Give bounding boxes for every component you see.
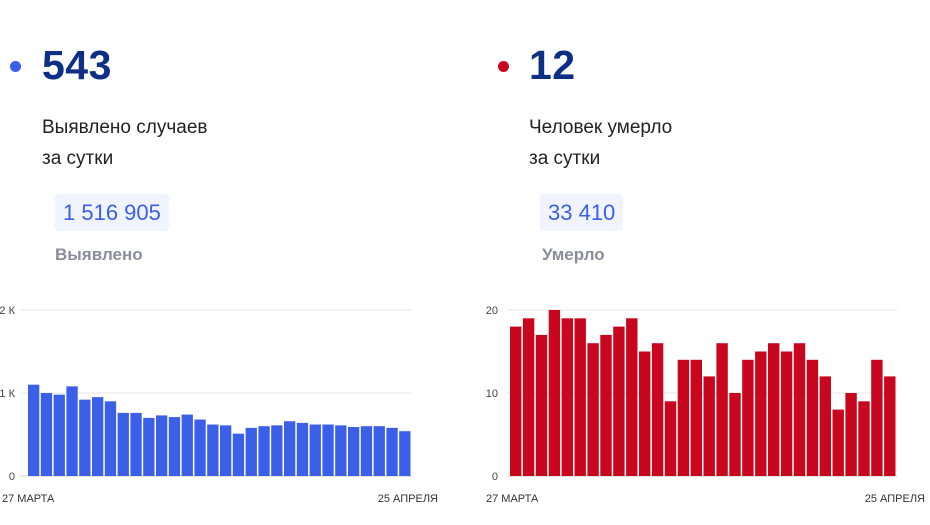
cases-bar: [28, 384, 40, 476]
cases-bar: [386, 427, 398, 476]
cases-y-tick-label: 0: [9, 471, 15, 483]
cases-bar: [284, 421, 296, 476]
deaths-bar: [574, 318, 586, 476]
cases-bar: [130, 412, 142, 476]
deaths-bar: [780, 351, 793, 476]
cases-bar: [373, 426, 385, 476]
deaths-bar: [806, 359, 819, 476]
deaths-bar: [510, 326, 522, 476]
cases-panel: 543 Выявлено случаев за сутки 1 516 905 …: [0, 42, 438, 505]
deaths-bar: [677, 359, 690, 476]
deaths-bar: [626, 318, 638, 476]
deaths-bar: [651, 343, 664, 476]
cases-bar: [143, 417, 155, 476]
deaths-bar-chart: 0 10 20 27 МАРТА 25 АПРЕЛЯ: [486, 305, 925, 505]
deaths-count: 12: [529, 42, 576, 88]
cases-bar: [245, 427, 257, 476]
cases-total-badge: 1 516 905: [55, 194, 169, 231]
deaths-bar: [690, 359, 702, 476]
cases-bar: [92, 397, 104, 476]
deaths-y-tick-label: 0: [492, 471, 498, 483]
cases-bar: [335, 425, 347, 476]
cases-bar: [360, 426, 373, 476]
cases-bar: [232, 433, 245, 476]
cases-bar-chart: 0 1 К 2 К 27 МАРТА 25 АПРЕЛЯ: [0, 305, 438, 505]
cases-bar: [399, 431, 411, 476]
deaths-bar: [716, 343, 728, 476]
deaths-bar: [587, 343, 599, 476]
cases-bar: [348, 427, 360, 476]
cases-bar: [156, 415, 168, 476]
cases-bar: [181, 414, 193, 476]
cases-x-end-label: 25 АПРЕЛЯ: [378, 493, 438, 505]
deaths-dot-icon: [498, 61, 509, 72]
cases-bar: [53, 394, 65, 476]
cases-bar: [79, 399, 91, 476]
deaths-bar: [832, 409, 844, 476]
deaths-bar: [561, 318, 573, 476]
deaths-bar: [535, 334, 548, 476]
deaths-bar: [793, 343, 806, 476]
cases-dot-icon: [10, 61, 21, 72]
deaths-bar: [613, 326, 625, 476]
cases-bar: [117, 412, 129, 476]
deaths-bar: [755, 351, 767, 476]
cases-bar: [220, 425, 232, 476]
deaths-bar: [845, 393, 857, 476]
cases-bar: [296, 422, 309, 476]
deaths-bar: [703, 376, 715, 476]
deaths-bar: [858, 401, 870, 476]
cases-bar: [271, 425, 283, 476]
cases-description-line2: за сутки: [42, 148, 114, 169]
deaths-bar: [548, 310, 561, 476]
deaths-bar: [742, 359, 754, 476]
deaths-bar: [639, 351, 651, 476]
deaths-y-tick-label: 10: [486, 388, 498, 400]
deaths-bar: [768, 343, 780, 476]
cases-description: Выявлено случаев за сутки: [42, 112, 207, 174]
deaths-bar: [871, 359, 883, 476]
deaths-description-line2: за сутки: [529, 148, 601, 169]
cases-x-start-label: 27 МАРТА: [2, 493, 55, 505]
deaths-y-tick-label: 20: [486, 305, 498, 317]
deaths-bar: [600, 334, 612, 476]
deaths-bar: [522, 318, 535, 476]
cases-total-caption: Выявлено: [55, 245, 143, 264]
cases-bar: [322, 424, 334, 476]
cases-bar: [40, 393, 53, 476]
deaths-bar: [819, 376, 831, 476]
deaths-bar: [884, 376, 896, 476]
cases-bar: [168, 417, 181, 476]
cases-bar: [258, 426, 270, 476]
cases-y-tick-label: 1 К: [0, 388, 16, 400]
cases-bar: [66, 386, 78, 476]
deaths-bar: [729, 393, 741, 476]
cases-bar: [207, 424, 219, 476]
cases-bar: [194, 419, 206, 476]
deaths-x-start-label: 27 МАРТА: [486, 493, 539, 505]
deaths-total-badge: 33 410: [540, 194, 624, 231]
deaths-bar: [664, 401, 677, 476]
cases-y-tick-label: 2 К: [0, 305, 16, 317]
cases-description-line1: Выявлено случаев: [42, 117, 208, 138]
deaths-description-line1: Человек умерло: [529, 117, 673, 138]
cases-bar: [309, 424, 321, 476]
deaths-x-end-label: 25 АПРЕЛЯ: [865, 493, 925, 505]
cases-count: 543: [42, 42, 112, 88]
deaths-total-caption: Умерло: [542, 245, 605, 264]
deaths-description: Человек умерло за сутки: [529, 112, 672, 174]
cases-bar: [104, 401, 117, 476]
deaths-panel: 12 Человек умерло за сутки 33 410 Умерло…: [465, 0, 930, 525]
